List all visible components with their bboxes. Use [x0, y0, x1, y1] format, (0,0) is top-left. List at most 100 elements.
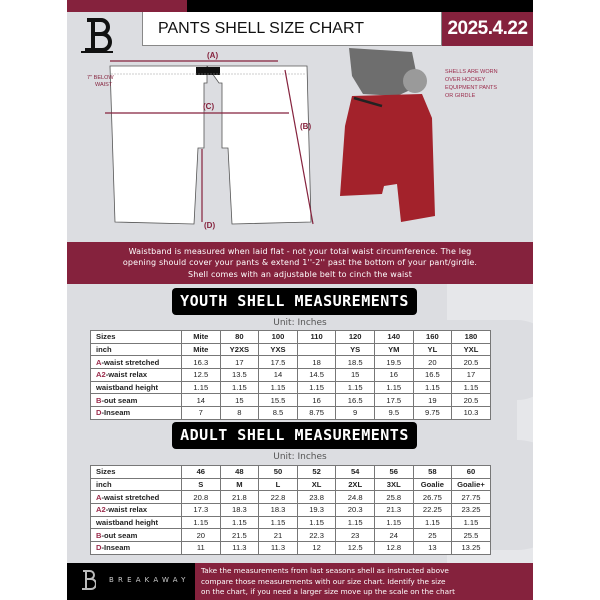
table-cell: 17 — [219, 355, 260, 370]
measuring-instructions: Waistband is measured when laid flat - n… — [67, 242, 533, 284]
table-cell: 23 — [335, 528, 375, 543]
table-row: D-Inseam 11 11.3 11.3 12 12.5 12.8 13 13.25 — [90, 541, 491, 555]
table-cell: 11.3 — [219, 541, 260, 555]
table-cell: Mite — [181, 330, 221, 344]
table-cell: 24.8 — [335, 490, 375, 505]
table-cell: 1.15 — [181, 380, 221, 395]
row-label: D-Inseam — [90, 406, 182, 420]
table-cell: 21 — [258, 528, 298, 543]
measure-label: -waist stretched — [101, 492, 160, 502]
label-a: (A) — [207, 51, 218, 60]
footer-brand-name: BREAKAWAY — [109, 576, 190, 584]
table-cell: YL — [412, 342, 453, 357]
table-row: inch Mite Y2XS YXS YS YM YL YXL — [90, 342, 491, 357]
table-cell: 18 — [296, 355, 337, 370]
table-cell: Y2XS — [219, 342, 260, 357]
table-cell: 17.5 — [373, 393, 414, 408]
table-cell: 21.8 — [219, 490, 260, 505]
table-cell: 7 — [181, 406, 221, 420]
table-cell: YXS — [258, 342, 298, 357]
date-badge: 2025.4.22 — [442, 12, 533, 46]
table-cell: 24 — [373, 528, 414, 543]
table-cell: 23.8 — [296, 490, 337, 505]
table-cell: 25.5 — [451, 528, 491, 543]
table-cell: 15 — [219, 393, 260, 408]
table-cell: 13 — [412, 541, 453, 555]
table-cell: 25.8 — [373, 490, 414, 505]
table-cell: 180 — [451, 330, 491, 344]
label-d: (D) — [204, 221, 215, 230]
table-cell: 14 — [181, 393, 221, 408]
measure-label: -waist stretched — [101, 357, 160, 367]
table-cell: 50 — [258, 465, 298, 479]
table-cell: 20 — [181, 528, 221, 543]
table-cell: 1.15 — [451, 380, 491, 395]
youth-section-title: YOUTH SHELL MEASUREMENTS — [172, 288, 417, 315]
measure-key: B — [96, 530, 102, 540]
table-row: B-out seam 14 15 15.5 16 16.5 17.5 19 20.5 — [90, 393, 491, 408]
table-cell: 17.5 — [258, 355, 298, 370]
table-cell: 14.5 — [296, 368, 337, 382]
table-cell: 11.3 — [258, 541, 298, 555]
measure-label: waistband height — [96, 383, 159, 393]
table-cell: 1.15 — [373, 515, 414, 530]
row-label: waistband height — [90, 380, 182, 395]
table-cell: 120 — [335, 330, 375, 344]
top-bar-accent — [67, 0, 187, 12]
shells-note: SHELLS ARE WORN OVER HOCKEY EQUIPMENT PANT… — [445, 69, 498, 99]
table-cell: 56 — [373, 465, 414, 479]
table-cell: 16 — [296, 393, 337, 408]
table-row: waistband height 1.15 1.15 1.15 1.15 1.15 1.15… — [90, 515, 491, 530]
table-cell: 9.75 — [412, 406, 453, 420]
table-cell: 9.5 — [373, 406, 414, 420]
table-cell: M — [219, 477, 260, 492]
table-cell: 60 — [451, 465, 491, 479]
measure-label: -out seam — [101, 395, 138, 405]
measure-key: A — [96, 357, 102, 367]
measure-key: D — [96, 408, 102, 418]
label-c: (C) — [203, 102, 214, 111]
table-cell — [296, 342, 337, 357]
table-row: A2-waist relax 12.5 13.5 14 14.5 15 16 16.5 17 — [90, 368, 491, 382]
table-cell: 23.25 — [451, 503, 491, 517]
table-cell: 15 — [335, 368, 375, 382]
row-label: inch — [90, 477, 182, 492]
table-row: A2-waist relax 17.3 18.3 18.3 19.3 20.3 21.3 22… — [90, 503, 491, 517]
table-cell: 48 — [219, 465, 260, 479]
table-cell: 17 — [451, 368, 491, 382]
table-cell: 19.5 — [373, 355, 414, 370]
table-cell: YM — [373, 342, 414, 357]
row-label: D-Inseam — [90, 541, 182, 555]
top-bar — [187, 0, 533, 12]
measure-label: -waist relax — [105, 370, 148, 380]
table-cell: 140 — [373, 330, 414, 344]
below-waist-label: 7'' BELOW — [87, 75, 114, 81]
table-cell: 12.5 — [335, 541, 375, 555]
row-label: B-out seam — [90, 528, 182, 543]
table-cell: 1.15 — [373, 380, 414, 395]
measure-label: -Inseam — [101, 543, 131, 553]
table-cell: 1.15 — [296, 380, 337, 395]
table-cell: 21.3 — [373, 503, 414, 517]
page-title: PANTS SHELL SIZE CHART — [142, 12, 442, 46]
measure-label: -Inseam — [101, 408, 131, 418]
table-cell: S — [181, 477, 221, 492]
adult-size-table: Sizes 46 48 50 52 54 56 58 60 inch S M L XL 2XL 3XL Goal… — [90, 465, 491, 555]
table-cell: 1.15 — [258, 515, 298, 530]
adult-unit-label: Unit: Inches — [273, 452, 327, 462]
table-cell: 14 — [258, 368, 298, 382]
row-label: A2-waist relax — [90, 503, 182, 517]
table-cell: 26.75 — [412, 490, 453, 505]
row-label: A2-waist relax — [90, 368, 182, 382]
row-label: A-waist stretched — [90, 490, 182, 505]
size-chart-page: PANTS SHELL SIZE CHART 2025.4.22 (A) (C)… — [67, 0, 533, 600]
breakaway-logo-icon — [81, 18, 113, 53]
table-cell: 1.15 — [451, 515, 491, 530]
table-cell: 8 — [219, 406, 260, 420]
table-cell: 13.5 — [219, 368, 260, 382]
table-row: Sizes Mite 80 100 110 120 140 160 180 — [90, 330, 491, 344]
youth-size-table: Sizes Mite 80 100 110 120 140 160 180 inch Mite Y2X… — [90, 330, 491, 420]
table-cell: 54 — [335, 465, 375, 479]
table-cell: 17.3 — [181, 503, 221, 517]
table-cell: 1.15 — [412, 380, 453, 395]
